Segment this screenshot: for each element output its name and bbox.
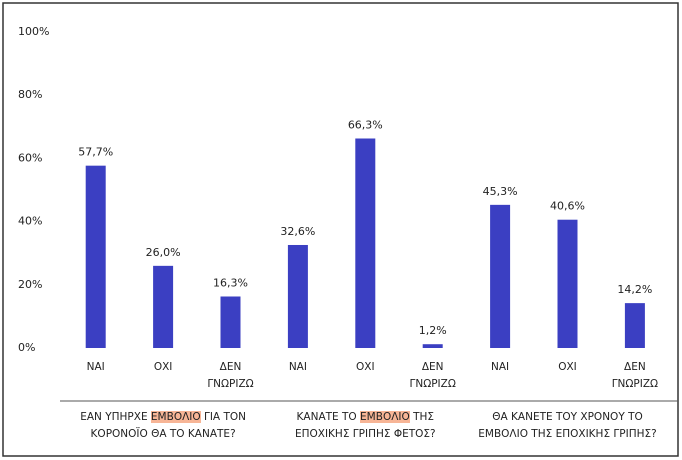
group-label-line: ΘΑ ΚΑΝΕΤΕ ΤΟΥ ΧΡΟΝΟΥ ΤΟ xyxy=(468,409,668,426)
y-tick-label: 0% xyxy=(18,341,35,354)
bar xyxy=(490,204,511,348)
x-tick-label: ΟΧΙ xyxy=(558,361,577,373)
bar xyxy=(422,344,443,348)
bar xyxy=(287,244,308,348)
value-label: 45,3% xyxy=(483,185,518,198)
x-tick-label: ΝΑΙ xyxy=(288,361,307,373)
group-label-line: ΚΑΝΑΤΕ ΤΟ ΕΜΒΟΛΙΟ ΤΗΣ xyxy=(265,409,465,426)
y-tick-label: 40% xyxy=(18,215,42,228)
highlighted-word: ΕΜΒΟΛΙΟ xyxy=(360,411,410,423)
bar xyxy=(355,138,376,348)
bar xyxy=(153,265,174,348)
label-text: ΕΜΒΟΛΙΟ ΤΗΣ ΕΠΟΧΙΚΗΣ ΓΡΙΠΗΣ? xyxy=(478,428,657,440)
x-tick-label: ΔΕΝ ΓΝΩΡΙΖΩ xyxy=(207,361,254,390)
group-label-line: ΚΟΡΟΝΟΪΟ ΘΑ ΤΟ ΚΑΝΑΤΕ? xyxy=(63,426,263,443)
x-tick-label: ΟΧΙ xyxy=(153,361,173,373)
label-text: ΕΑΝ ΥΠΗΡΧΕ xyxy=(80,411,151,423)
y-tick-label: 80% xyxy=(18,88,42,101)
highlighted-word: ΕΜΒΟΛΙΟ xyxy=(150,411,201,423)
x-tick-label: ΝΑΙ xyxy=(491,361,510,373)
x-tick-label: ΔΕΝ ΓΝΩΡΙΖΩ xyxy=(611,361,659,390)
x-tick-label: ΔΕΝ ΓΝΩΡΙΖΩ xyxy=(409,361,456,390)
bar xyxy=(220,296,241,348)
value-label: 26,0% xyxy=(146,246,181,259)
value-label: 40,6% xyxy=(550,200,585,213)
bar xyxy=(85,165,106,348)
group-label-line: ΕΠΟΧΙΚΗΣ ΓΡΙΠΗΣ ΦΕΤΟΣ? xyxy=(265,426,465,443)
bar xyxy=(624,303,645,348)
group-label: ΚΑΝΑΤΕ ΤΟ ΕΜΒΟΛΙΟ ΤΗΣ ΕΠΟΧΙΚΗΣ ΓΡΙΠΗΣ ΦΕΤ… xyxy=(265,409,465,443)
x-tick-label: ΟΧΙ xyxy=(356,361,375,373)
label-text: ΓΙΑ ΤΟΝ xyxy=(200,411,246,423)
value-label: 1,2% xyxy=(419,324,447,337)
label-text: ΚΑΝΑΤΕ ΤΟ xyxy=(296,411,361,423)
label-text: ΘΑ ΚΑΝΕΤΕ ΤΟΥ ΧΡΟΝΟΥ ΤΟ xyxy=(492,411,643,423)
y-tick-label: 100% xyxy=(18,25,49,38)
x-tick-label: ΝΑΙ xyxy=(86,361,105,373)
value-label: 57,7% xyxy=(78,146,113,159)
y-tick-label: 60% xyxy=(18,151,42,164)
value-label: 16,3% xyxy=(213,276,248,289)
value-label: 66,3% xyxy=(348,118,383,131)
group-label: ΘΑ ΚΑΝΕΤΕ ΤΟΥ ΧΡΟΝΟΥ ΤΟ ΕΜΒΟΛΙΟ ΤΗΣ ΕΠΟΧΙ… xyxy=(468,409,668,443)
value-label: 14,2% xyxy=(617,283,652,296)
bar xyxy=(557,219,578,348)
label-text: ΚΟΡΟΝΟΪΟ ΘΑ ΤΟ ΚΑΝΑΤΕ? xyxy=(90,428,236,440)
label-text: ΕΠΟΧΙΚΗΣ ΓΡΙΠΗΣ ΦΕΤΟΣ? xyxy=(294,428,436,440)
group-label-line: ΕΜΒΟΛΙΟ ΤΗΣ ΕΠΟΧΙΚΗΣ ΓΡΙΠΗΣ? xyxy=(468,426,668,443)
y-tick-label: 20% xyxy=(18,278,42,291)
label-text: ΤΗΣ xyxy=(409,411,435,423)
value-label: 32,6% xyxy=(280,225,315,238)
group-label-line: ΕΑΝ ΥΠΗΡΧΕ ΕΜΒΟΛΙΟ ΓΙΑ ΤΟΝ xyxy=(63,409,263,426)
group-label: ΕΑΝ ΥΠΗΡΧΕ ΕΜΒΟΛΙΟ ΓΙΑ ΤΟΝ ΚΟΡΟΝΟΪΟ ΘΑ ΤΟ… xyxy=(63,409,263,443)
